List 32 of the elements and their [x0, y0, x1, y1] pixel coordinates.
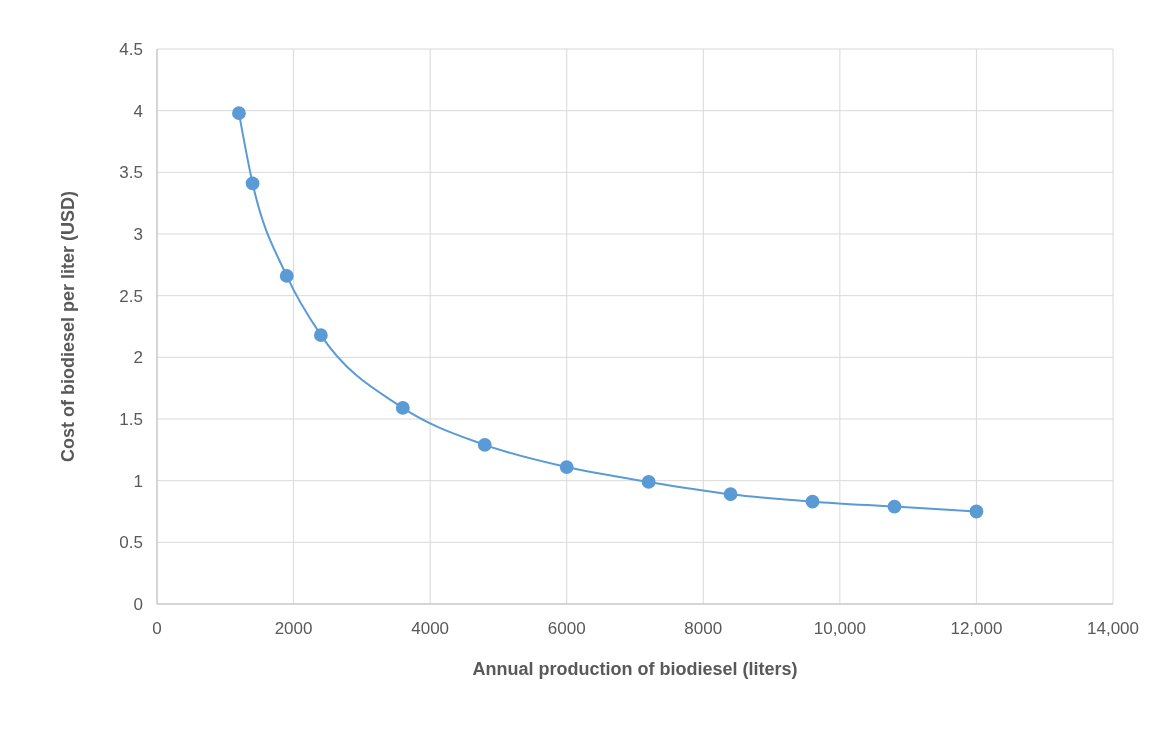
y-tick-label: 0 [133, 594, 143, 614]
point [477, 438, 492, 452]
x-tick-label: 4000 [411, 619, 450, 638]
y-tick-label: 4.5 [119, 39, 143, 59]
y-tick-label: 3.5 [119, 163, 143, 183]
x-axis-title: Annual production of biodiesel (liters) [472, 659, 798, 679]
point [887, 499, 902, 514]
y-axis-title: Cost of biodiesel per liter (USD) [58, 190, 78, 463]
x-tick-label: 0 [152, 619, 162, 638]
y-tick-label: 3 [133, 224, 143, 244]
point [969, 504, 984, 519]
x-tick-label: 6000 [547, 619, 586, 638]
point [245, 176, 260, 191]
y-tick-label: 2.5 [119, 286, 143, 306]
y-tick-label: 1.5 [119, 409, 143, 429]
point [313, 328, 328, 343]
y-tick-label: 2 [133, 348, 143, 368]
point [723, 487, 738, 502]
y-tick-label: 0.5 [119, 533, 143, 553]
point [232, 106, 246, 121]
x-tick-label: 2000 [274, 619, 313, 638]
point [559, 460, 574, 474]
x-tick-label: 10,000 [813, 619, 866, 638]
point [805, 494, 820, 509]
x-tick-label: 12,000 [950, 619, 1003, 638]
point [641, 475, 656, 489]
y-tick-label: 4 [133, 101, 143, 121]
point [279, 269, 294, 283]
point [395, 401, 410, 415]
y-tick-label: 1 [133, 471, 143, 491]
x-tick-label: 14,000 [1087, 619, 1139, 638]
x-tick-label: 8000 [684, 619, 723, 638]
